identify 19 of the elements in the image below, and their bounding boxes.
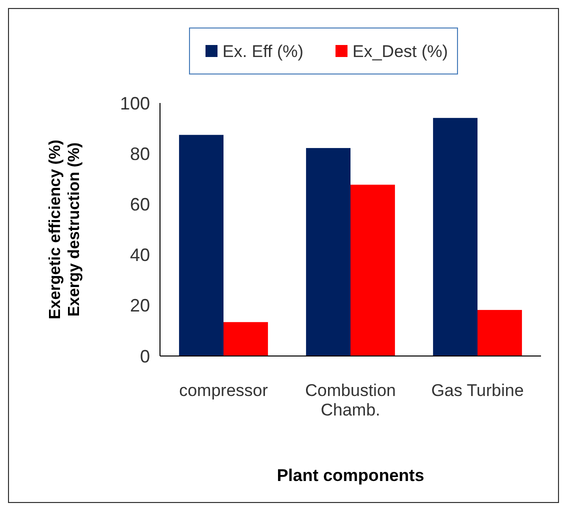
y-tick-label: 100 [120,93,150,114]
x-tick-label: Gas Turbine [431,381,524,400]
x-tick-label: Combustion Chamb. [305,381,396,420]
y-tick-label: 40 [130,245,150,266]
y-tick-label: 60 [130,194,150,214]
y-tick-label: 20 [130,296,150,316]
bar [478,310,522,356]
bar [224,322,268,356]
y-tick-label: 0 [140,346,150,366]
x-axis-title: Plant components [276,466,424,485]
bar [350,184,395,356]
legend-label: Ex. Eff (%) [222,42,304,61]
legend-label: Ex_Dest (%) [352,42,448,61]
bar [306,148,350,356]
y-axis-title: Exergetic efficiency (%) Exergy destruction (%) [47,140,84,320]
y-tick-label: 80 [130,144,150,164]
bar [179,134,224,356]
bar [433,118,478,356]
x-tick-label: compressor [179,381,268,400]
